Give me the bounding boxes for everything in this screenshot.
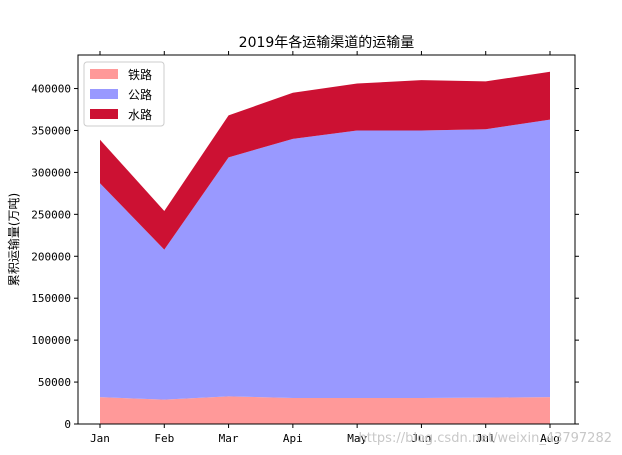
x-tick-label: Jun [411,432,431,445]
legend-label: 铁路 [128,67,152,82]
plot-frame [77,54,576,425]
x-tick-label: Api [283,432,303,445]
y-tick-label: 100000 [31,334,71,347]
area-layers [100,71,550,424]
y-axis-label: 累积运输量(万吨) [6,193,21,286]
y-tick-label: 50000 [38,376,71,389]
x-axis: Jan Feb Mar Api May Jun Jul Aug [90,51,560,445]
legend-swatch [90,109,118,119]
x-tick-label: Mar [219,432,239,445]
y-tick-label: 400000 [31,83,71,96]
x-tick-label: Aug [540,432,560,445]
x-tick-label: Jul [476,432,496,445]
area-series-1 [100,119,550,400]
y-tick-label: 0 [64,418,71,431]
area-series-2 [100,71,550,250]
y-tick-label: 350000 [31,124,71,137]
y-tick-label: 300000 [31,166,71,179]
area-series-0 [100,396,550,424]
y-tick-label: 200000 [31,250,71,263]
chart-title: 2019年各运输渠道的运输量 [239,35,415,51]
y-tick-label: 150000 [31,292,71,305]
watermark-text: https://blog.csdn.net/weixin_43797282 [358,431,612,446]
legend-label: 公路 [128,87,152,102]
y-tick-label: 250000 [31,208,71,221]
legend-label: 水路 [128,107,152,122]
legend-swatch [90,89,118,99]
y-axis: 0 50000 100000 150000 200000 250000 300000 3500… [31,83,579,431]
legend-swatch [90,69,118,79]
x-tick-label: Jan [90,432,110,445]
x-tick-label: Feb [154,432,174,445]
x-tick-label: May [347,432,367,445]
